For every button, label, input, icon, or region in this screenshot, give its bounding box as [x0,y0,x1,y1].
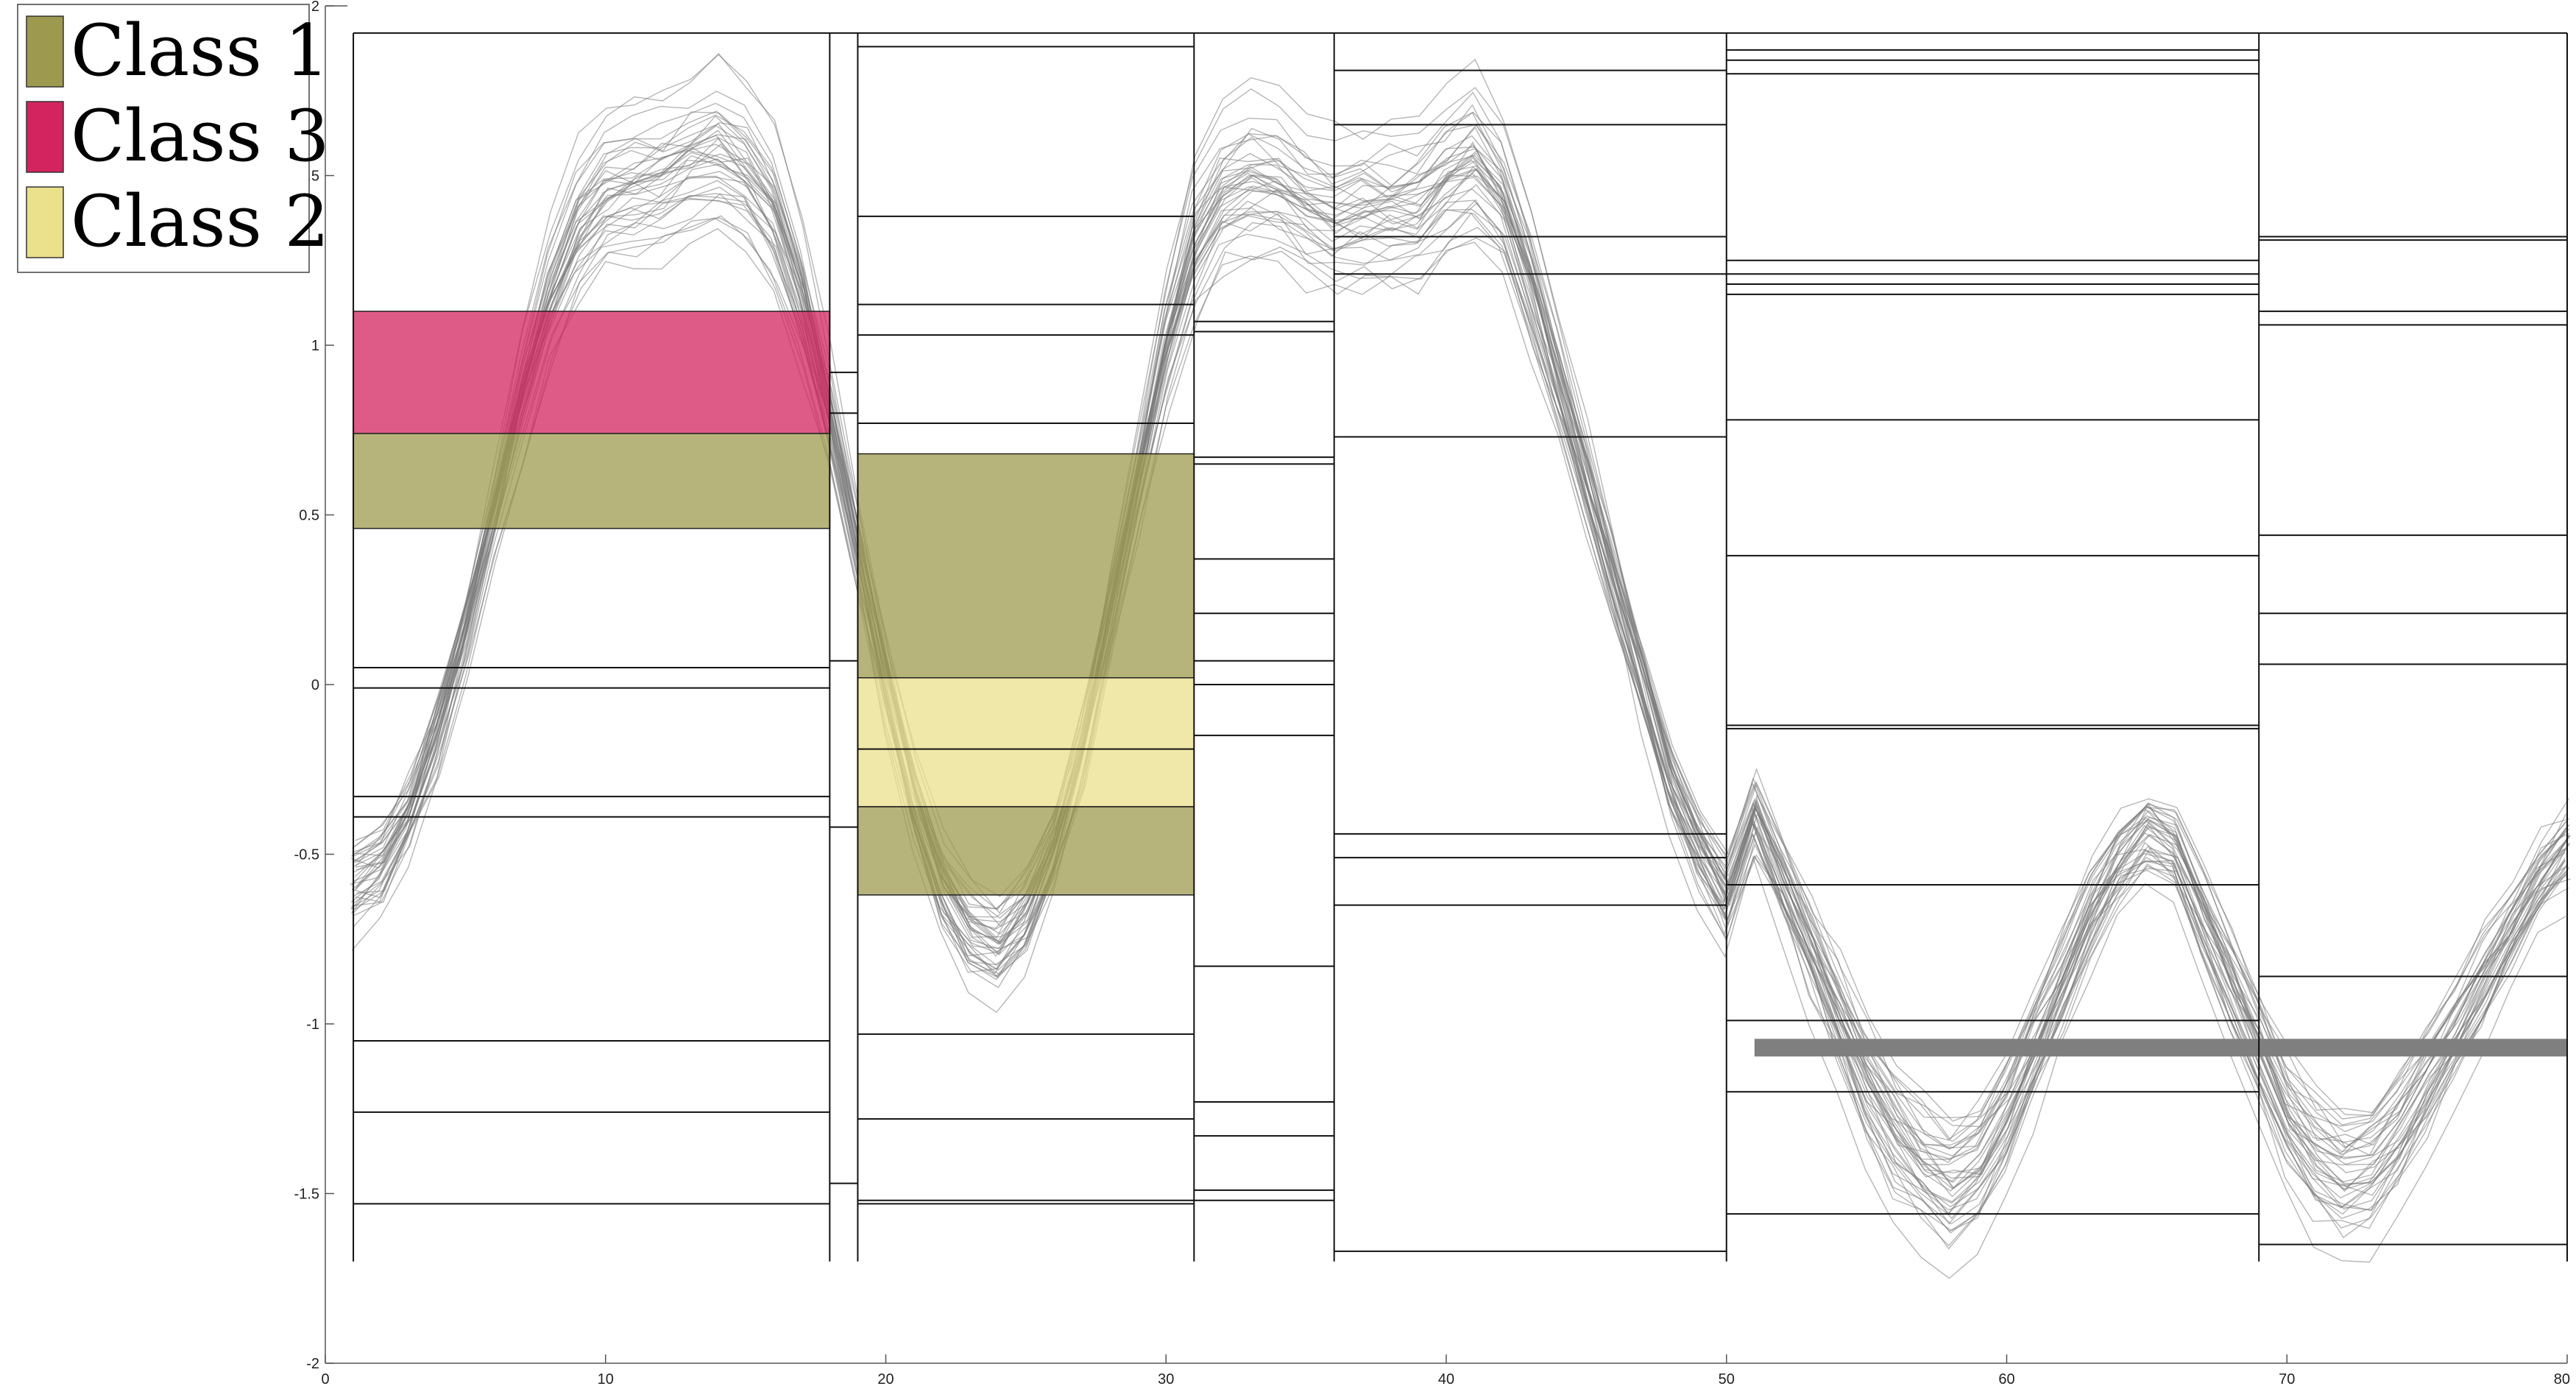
legend-label: Class 3 [71,95,330,177]
series-curve [350,212,2564,1159]
y-tick-label: -0.5 [294,847,319,863]
x-tick-label: 80 [2554,1371,2570,1388]
x-tick-label: 20 [877,1371,894,1388]
x-tick-label: 0 [321,1371,329,1388]
y-tick-label: 1 [311,338,319,354]
y-tick-label: 0 [311,677,319,693]
legend-label: Class 1 [71,10,330,92]
series-curve [354,152,2569,1119]
x-tick-label: 30 [1158,1371,1174,1388]
series-curve [353,138,2569,1225]
legend-swatch [26,101,64,173]
flat-band [1754,1039,2260,1057]
series-curve [355,184,2569,1133]
series-curve [351,91,2566,1232]
x-tick-label: 60 [1998,1371,2014,1388]
series-curve [351,125,2566,1159]
series-curve [351,141,2566,1225]
legend-label: Class 2 [71,180,330,263]
series-curve [350,197,2566,1164]
class-box [857,453,1195,679]
series-curve [355,163,2570,1148]
class-box [353,433,831,529]
series-curve [354,123,2569,1183]
segment-lines [353,32,2568,1262]
series-curve [350,115,2566,1215]
series-curve [350,149,2566,1211]
y-tick-label: 0.5 [299,508,319,524]
series-curve [353,134,2568,1234]
series-curve [355,217,2570,1184]
x-tick-label: 70 [2279,1371,2295,1388]
series-curve [350,111,2566,1247]
y-tick-label: -2 [306,1356,319,1372]
legend-box [17,4,310,273]
y-tick-label: 2 [311,0,319,15]
series-curve [355,121,2570,1190]
class-boxes [353,311,1195,896]
y-tick-label: -1.5 [294,1187,319,1203]
series-curve [352,110,2566,1160]
flat-band [2259,1039,2567,1057]
y-tick-label: -1 [306,1017,319,1033]
series-curves [350,52,2571,1279]
series-curve [355,155,2569,1123]
class-box [353,311,831,434]
series-curve [353,227,2568,1192]
axes: -2-1.5-1-0.500.511.5201020304050607080 [294,0,2570,1388]
class-box [857,677,1195,807]
series-curve [351,134,2566,1279]
series-curve [350,172,2566,1165]
class-box [857,806,1195,896]
x-tick-label: 50 [1719,1371,1735,1388]
x-tick-label: 10 [598,1371,614,1388]
series-curve [354,52,2569,1220]
series-curve [356,215,2571,1190]
x-tick-label: 40 [1438,1371,1454,1388]
series-curve [353,54,2569,1210]
series-curve [350,188,2566,1141]
series-curve [353,130,2569,1239]
flat-bands [1754,1039,2567,1057]
series-curve [355,150,2570,1187]
series-curve [351,102,2566,1250]
legend-swatch [26,186,64,258]
legend-swatch [26,15,64,88]
